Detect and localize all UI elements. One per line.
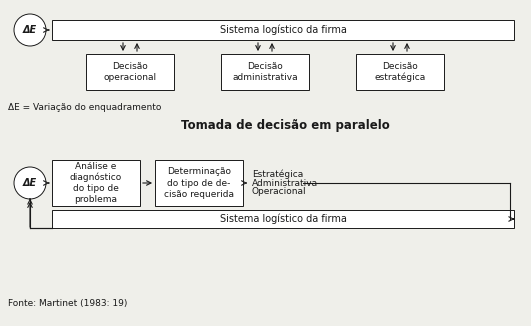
Text: Sistema logístico da firma: Sistema logístico da firma xyxy=(219,214,346,224)
Bar xyxy=(86,54,174,90)
Text: Decisão
estratégica: Decisão estratégica xyxy=(374,62,426,82)
Text: Análise e
diagnóstico
do tipo de
problema: Análise e diagnóstico do tipo de problem… xyxy=(70,161,122,204)
Bar xyxy=(52,210,514,228)
Bar xyxy=(52,20,514,40)
Text: Fonte: Martinet (1983: 19): Fonte: Martinet (1983: 19) xyxy=(8,299,127,308)
Bar xyxy=(356,54,444,90)
Circle shape xyxy=(14,14,46,46)
Bar xyxy=(155,160,243,206)
Text: ΔE = Variação do enquadramento: ΔE = Variação do enquadramento xyxy=(8,103,161,112)
Text: ΔE: ΔE xyxy=(23,178,37,188)
Text: Tomada de decisão em paralelo: Tomada de decisão em paralelo xyxy=(181,119,389,132)
Text: Sistema logístico da firma: Sistema logístico da firma xyxy=(219,25,346,35)
Text: Determinação
do tipo de de-
cisão requerida: Determinação do tipo de de- cisão requer… xyxy=(164,167,234,199)
Bar xyxy=(52,160,140,206)
Bar xyxy=(221,54,309,90)
Text: ΔE: ΔE xyxy=(23,25,37,35)
Text: Estratégica: Estratégica xyxy=(252,169,303,179)
Text: Decisão
operacional: Decisão operacional xyxy=(104,62,157,82)
Text: Administrativa: Administrativa xyxy=(252,179,318,187)
Text: Decisão
administrativa: Decisão administrativa xyxy=(232,62,298,82)
Text: Operacional: Operacional xyxy=(252,187,306,197)
Circle shape xyxy=(14,167,46,199)
